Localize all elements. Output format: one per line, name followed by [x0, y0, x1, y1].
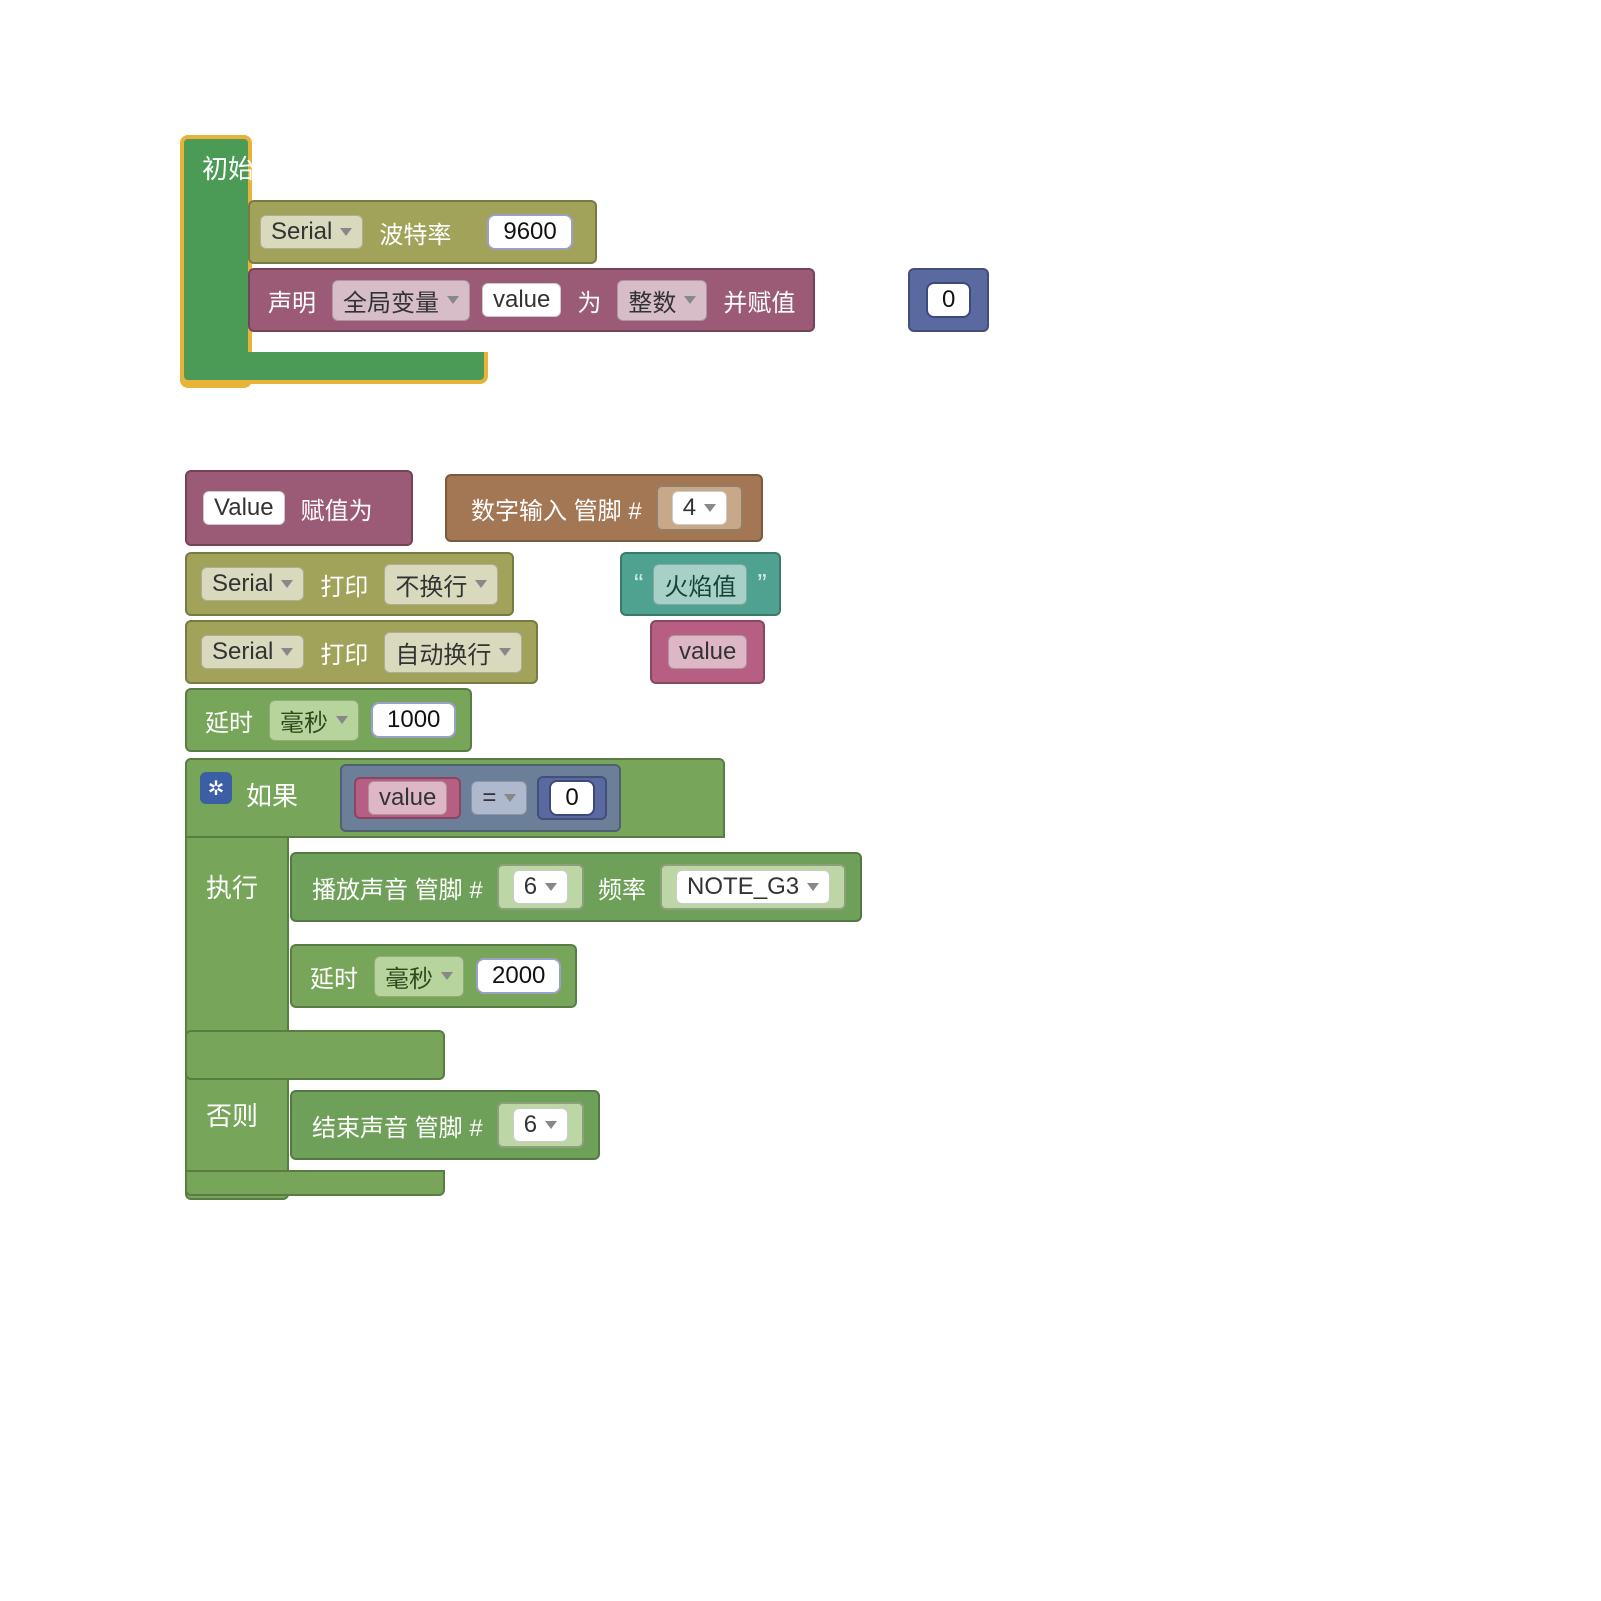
if-mid-bar	[185, 1030, 445, 1080]
init-hat-block[interactable]: 初始化	[180, 135, 252, 388]
delay-block-2[interactable]: 延时 毫秒 2000	[290, 944, 577, 1008]
tone-block[interactable]: 播放声音 管脚 # 6 频率 NOTE_G3	[290, 852, 862, 922]
delay-value-2[interactable]: 2000	[476, 958, 561, 994]
baud-label: 波特率	[369, 215, 461, 250]
digital-read-label: 数字输入 管脚 #	[461, 491, 652, 526]
var-get-field-1[interactable]: value	[668, 635, 747, 669]
print-label-2: 打印	[310, 635, 378, 670]
serial-dropdown-3[interactable]: Serial	[201, 635, 304, 669]
serial-dropdown-2[interactable]: Serial	[201, 567, 304, 601]
chevron-down-icon	[545, 883, 557, 891]
digital-read-block[interactable]: 数字输入 管脚 # 4	[445, 474, 763, 542]
declare-var-block[interactable]: 声明 全局变量 value 为 整数 并赋值	[248, 268, 815, 332]
chevron-down-icon	[336, 716, 348, 724]
baud-value-field[interactable]: 9600	[487, 214, 572, 250]
puzzle-notch	[465, 214, 483, 250]
blockly-canvas: 初始化 Serial 波特率 9600 声明 全局变量 value 为 整数 并…	[0, 0, 1601, 1601]
delay-unit-dropdown-1[interactable]: 毫秒	[269, 700, 359, 741]
type-dropdown[interactable]: 整数	[617, 280, 707, 321]
chevron-down-icon	[545, 1121, 557, 1129]
tone-label: 播放声音 管脚 #	[302, 870, 493, 905]
delay-label-1: 延时	[195, 703, 263, 738]
assign-label: 并赋值	[713, 283, 805, 318]
print-mode-dropdown-1[interactable]: 不换行	[384, 564, 498, 605]
init-bottom-bar	[180, 352, 488, 384]
declare-prefix: 声明	[258, 283, 326, 318]
assign-var-label: Value	[214, 494, 274, 522]
notone-label: 结束声音 管脚 #	[302, 1108, 493, 1143]
pin-slot: 4	[656, 485, 743, 531]
lhs-var-field[interactable]: value	[368, 781, 447, 815]
delay-block-1[interactable]: 延时 毫秒 1000	[185, 688, 472, 752]
init-value-field[interactable]: 0	[926, 282, 971, 318]
chevron-down-icon	[499, 648, 511, 656]
assign-to-label: 赋值为	[291, 491, 383, 526]
scope-dropdown-label: 全局变量	[343, 283, 439, 318]
string-literal-block[interactable]: “ 火焰值 ”	[620, 552, 781, 616]
compare-block[interactable]: value = 0	[340, 764, 621, 832]
notone-block[interactable]: 结束声音 管脚 # 6	[290, 1090, 600, 1160]
print-label-1: 打印	[310, 567, 378, 602]
print-mode-dropdown-2[interactable]: 自动换行	[384, 632, 522, 673]
rhs-value-field[interactable]: 0	[549, 780, 594, 816]
serial-dropdown-label: Serial	[271, 218, 332, 246]
tone-pin-dropdown[interactable]: 6	[513, 870, 568, 904]
serial-dropdown[interactable]: Serial	[260, 215, 363, 249]
lhs-slot: value	[354, 777, 461, 819]
note-dropdown[interactable]: NOTE_G3	[676, 870, 830, 904]
notone-pin-slot: 6	[497, 1102, 584, 1148]
rhs-slot: 0	[537, 776, 606, 820]
delay-value-1[interactable]: 1000	[371, 702, 456, 738]
chevron-down-icon	[281, 648, 293, 656]
notone-pin-dropdown[interactable]: 6	[513, 1108, 568, 1142]
if-bottom-bar	[185, 1170, 445, 1196]
if-keyword: 如果	[246, 776, 298, 813]
delay-label-2: 延时	[300, 959, 368, 994]
var-name-label: value	[493, 286, 550, 314]
chevron-down-icon	[684, 296, 696, 304]
serial-baud-block[interactable]: Serial 波特率 9600	[248, 200, 597, 264]
chevron-down-icon	[704, 504, 716, 512]
pin-value: 4	[683, 494, 696, 522]
freq-label: 频率	[588, 870, 656, 905]
pin-dropdown[interactable]: 4	[672, 491, 727, 525]
as-label: 为	[567, 283, 611, 318]
open-quote-icon: “	[630, 568, 647, 600]
type-dropdown-label: 整数	[628, 283, 676, 318]
string-field[interactable]: 火焰值	[653, 564, 747, 605]
serial-print-block-1[interactable]: Serial 打印 不换行	[185, 552, 514, 616]
var-get-block-1[interactable]: value	[650, 620, 765, 684]
chevron-down-icon	[807, 883, 819, 891]
do-keyword: 执行	[206, 868, 258, 905]
scope-dropdown[interactable]: 全局变量	[332, 280, 470, 321]
note-slot: NOTE_G3	[660, 864, 846, 910]
delay-unit-dropdown-2[interactable]: 毫秒	[374, 956, 464, 997]
gear-icon[interactable]: ✲	[200, 772, 232, 804]
assign-block[interactable]: Value 赋值为	[185, 470, 413, 546]
init-value-block[interactable]: 0	[908, 268, 989, 332]
chevron-down-icon	[281, 580, 293, 588]
tone-pin-slot: 6	[497, 864, 584, 910]
op-dropdown[interactable]: =	[471, 781, 527, 815]
else-keyword: 否则	[206, 1096, 258, 1133]
serial-print-block-2[interactable]: Serial 打印 自动换行	[185, 620, 538, 684]
chevron-down-icon	[504, 794, 516, 802]
chevron-down-icon	[441, 972, 453, 980]
chevron-down-icon	[447, 296, 459, 304]
assign-var-field[interactable]: Value	[203, 491, 285, 525]
close-quote-icon: ”	[753, 568, 770, 600]
var-name-field[interactable]: value	[482, 283, 561, 317]
chevron-down-icon	[340, 228, 352, 236]
init-header: 初始化	[184, 139, 340, 200]
chevron-down-icon	[475, 580, 487, 588]
